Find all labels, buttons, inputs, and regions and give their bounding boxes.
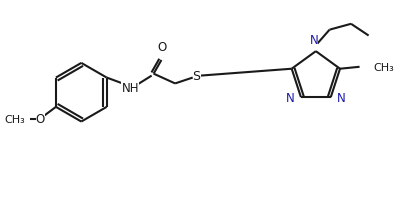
Text: N: N: [309, 34, 318, 47]
Text: CH₃: CH₃: [373, 62, 393, 72]
Text: N: N: [336, 91, 344, 104]
Text: S: S: [192, 70, 200, 83]
Text: O: O: [157, 41, 166, 54]
Text: CH₃: CH₃: [4, 114, 24, 124]
Text: N: N: [286, 91, 294, 104]
Text: NH: NH: [121, 81, 138, 94]
Text: O: O: [36, 113, 45, 125]
